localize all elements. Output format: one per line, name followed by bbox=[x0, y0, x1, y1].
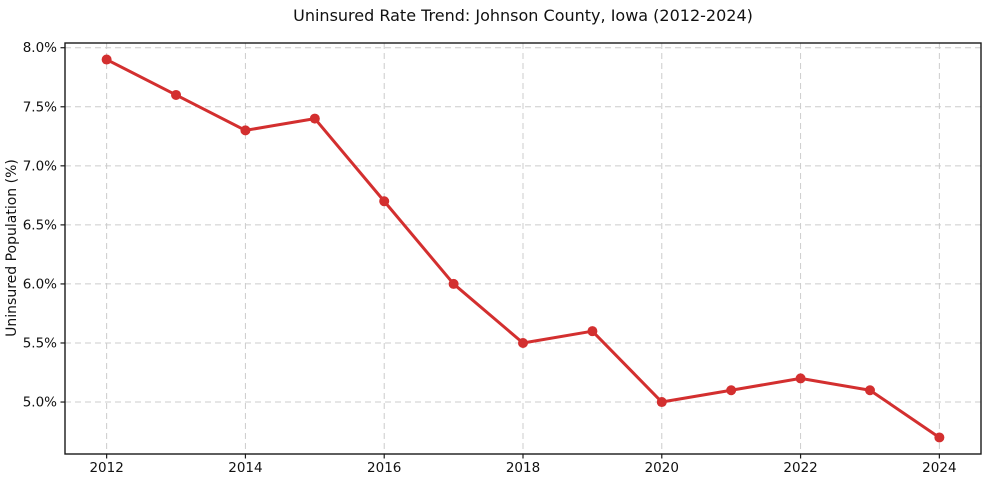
data-point bbox=[864, 385, 875, 396]
data-point bbox=[795, 373, 806, 384]
x-tick-label: 2014 bbox=[228, 460, 262, 476]
x-tick-label: 2020 bbox=[645, 460, 679, 476]
data-point bbox=[934, 432, 945, 443]
data-point bbox=[171, 89, 182, 100]
x-tick-label: 2016 bbox=[367, 460, 401, 476]
data-point bbox=[101, 54, 112, 65]
data-point bbox=[309, 113, 320, 124]
data-point bbox=[448, 278, 459, 289]
y-tick-label: 8.0% bbox=[23, 40, 57, 56]
data-point bbox=[726, 385, 737, 396]
y-tick-label: 7.0% bbox=[23, 158, 57, 174]
axes-layer: 5.0% 5.5% 6.0% 6.5% 7.0% 7.5% 8.0% 2012 2014 2016… bbox=[23, 40, 982, 476]
data-point bbox=[587, 326, 598, 337]
data-point bbox=[518, 337, 528, 348]
x-tick-label: 2024 bbox=[922, 460, 956, 476]
plot-border bbox=[64, 42, 982, 455]
chart-title: Uninsured Rate Trend: Johnson County, Io… bbox=[293, 6, 753, 25]
x-tick-label: 2012 bbox=[89, 460, 123, 476]
data-point bbox=[240, 125, 251, 136]
y-tick-label: 5.0% bbox=[23, 395, 57, 411]
x-tick-label: 2022 bbox=[783, 460, 817, 476]
data-point bbox=[379, 196, 390, 207]
series-layer bbox=[101, 54, 945, 443]
data-point bbox=[656, 397, 667, 408]
x-tick-label: 2018 bbox=[506, 460, 540, 476]
y-tick-label: 6.0% bbox=[23, 276, 57, 292]
y-tick-label: 6.5% bbox=[23, 217, 57, 233]
y-tick-label: 5.5% bbox=[23, 335, 57, 351]
y-tick-label: 7.5% bbox=[23, 99, 57, 115]
grid-layer bbox=[65, 43, 981, 454]
y-axis-label: Uninsured Population (%) bbox=[4, 159, 20, 337]
